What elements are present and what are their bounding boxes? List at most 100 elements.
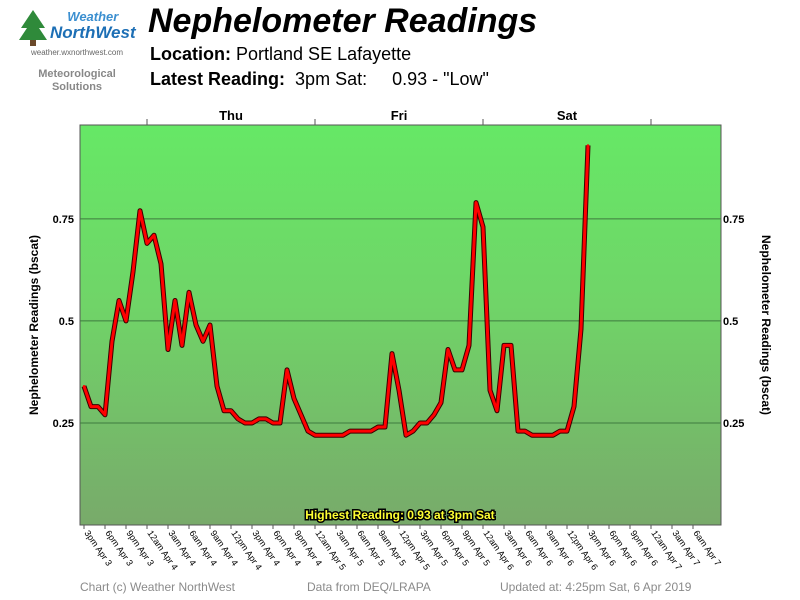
logo-tagline-line2: Solutions — [51, 81, 103, 93]
data-point — [376, 425, 380, 429]
data-point — [292, 397, 296, 400]
data-point — [285, 368, 289, 372]
data-point — [306, 429, 310, 433]
latest-reading-value: 0.93 - "Low" — [392, 69, 489, 89]
data-point — [194, 323, 198, 327]
data-point — [208, 323, 212, 327]
day-label: Thu — [219, 108, 243, 123]
data-point — [264, 417, 268, 421]
data-point — [89, 405, 93, 408]
data-point — [159, 262, 163, 265]
data-point — [82, 385, 86, 388]
data-point — [530, 434, 534, 437]
nephelometer-chart: Thu Fri Sat 0.25 0.25 0.5 0.5 0.75 0.75 3pm Apr… — [27, 108, 773, 572]
data-point — [516, 429, 520, 433]
highest-reading-annotation: Highest Reading: 0.93 at 3pm Sat Highest… — [304, 507, 496, 524]
logo-wordmark: Weather NorthWest — [50, 10, 136, 41]
data-point — [418, 421, 422, 425]
y-tick-label-right: 0.5 — [723, 316, 738, 328]
weather-northwest-logo: Weather NorthWest weather.wxnorthwest.co… — [14, 6, 140, 96]
data-point — [572, 405, 576, 408]
data-point — [103, 413, 107, 416]
data-point — [166, 348, 170, 351]
data-point — [320, 434, 324, 437]
data-point — [586, 144, 590, 147]
data-point — [341, 434, 345, 437]
data-point — [201, 340, 205, 343]
annotation-outline: Highest Reading: 0.93 at 3pm Sat — [305, 508, 494, 522]
footer-copyright: Chart (c) Weather NorthWest — [80, 580, 235, 594]
latest-reading-time: 3pm Sat: — [295, 69, 368, 89]
annotation-text: Highest Reading: 0.93 at 3pm Sat — [305, 508, 494, 522]
data-point — [327, 434, 331, 437]
data-point — [404, 434, 408, 437]
page-title: Nephelometer Readings — [148, 2, 538, 40]
data-point — [348, 429, 352, 433]
data-point — [257, 417, 261, 421]
y-axis-ticks: 0.25 0.25 0.5 0.5 0.75 0.75 — [53, 214, 745, 430]
data-point — [96, 405, 100, 408]
data-point — [432, 413, 436, 416]
tree-icon — [19, 10, 47, 46]
data-point — [509, 344, 513, 347]
logo-tagline: Meteorological Solutions — [14, 68, 140, 94]
data-point — [215, 385, 219, 388]
data-point — [278, 421, 282, 425]
data-point — [355, 429, 359, 433]
data-point — [271, 421, 275, 425]
data-point — [397, 389, 401, 392]
y-axis-title-right: Nephelometer Readings (bscat) — [759, 235, 773, 415]
data-point — [236, 417, 240, 421]
data-point — [537, 434, 541, 437]
data-point — [110, 340, 114, 343]
data-point — [187, 291, 191, 294]
plot-border — [79, 124, 722, 526]
data-point — [460, 368, 464, 372]
y-tick-label-left: 0.25 — [53, 418, 74, 430]
data-point — [502, 344, 506, 347]
y-tick-label-left: 0.75 — [53, 214, 74, 226]
data-point — [390, 352, 394, 355]
data-point — [173, 299, 177, 302]
logo-word-weather: Weather — [67, 9, 119, 24]
data-point — [551, 434, 555, 437]
y-axis-title-left: Nephelometer Readings (bscat) — [27, 235, 41, 415]
data-point — [474, 201, 478, 204]
y-tick-label-left: 0.5 — [59, 316, 74, 328]
logo-url[interactable]: weather.wxnorthwest.com — [30, 48, 124, 57]
data-point — [124, 319, 128, 323]
location-line: Location: Portland SE Lafayette — [150, 44, 411, 65]
data-point — [481, 225, 485, 229]
data-point — [138, 209, 142, 212]
data-point — [558, 429, 562, 433]
data-point — [579, 327, 583, 331]
location-label: Location: — [150, 44, 231, 64]
data-point — [313, 434, 317, 437]
data-point — [544, 434, 548, 437]
location-value: Portland SE Lafayette — [236, 44, 412, 64]
y-tick-label-right: 0.25 — [723, 418, 744, 430]
data-point — [334, 434, 338, 437]
day-labels: Thu Fri Sat — [146, 108, 652, 125]
data-point — [495, 409, 499, 412]
data-point — [145, 242, 149, 245]
latest-reading-label: Latest Reading: — [150, 69, 286, 89]
data-point — [180, 344, 184, 347]
data-point — [523, 429, 527, 433]
footer-updated: Updated at: 4:25pm Sat, 6 Apr 2019 — [500, 580, 692, 594]
data-point — [439, 401, 443, 404]
logo-tagline-line1: Meteorological — [38, 68, 116, 80]
data-point — [243, 421, 247, 425]
day-label: Fri — [391, 108, 408, 123]
data-point — [152, 234, 156, 237]
logo-word-northwest: NorthWest — [50, 23, 136, 42]
data-point — [362, 429, 366, 433]
data-point — [453, 368, 457, 372]
y-tick-label-right: 0.75 — [723, 214, 744, 226]
data-point — [369, 429, 373, 433]
data-point — [299, 413, 303, 416]
data-point — [467, 344, 471, 347]
plot-area — [80, 125, 721, 525]
data-point — [565, 429, 569, 433]
